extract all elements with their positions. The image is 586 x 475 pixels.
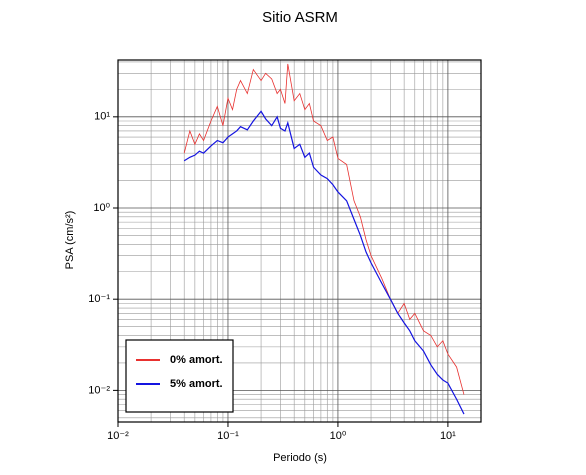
chart-title: Sitio ASRM	[262, 9, 338, 26]
legend-label: 5% amort.	[170, 378, 223, 390]
series-line	[183, 110, 465, 415]
x-tick-label: 10⁻²	[107, 430, 129, 442]
legend-box	[125, 339, 234, 413]
x-tick-label: 10¹	[440, 430, 456, 442]
y-axis-label: PSA (cm/s²)	[64, 211, 76, 270]
legend-label: 0% amort.	[170, 354, 223, 366]
plot-frame	[117, 59, 482, 423]
x-tick-label: 10⁰	[330, 430, 347, 442]
x-tick-label: 10⁻¹	[217, 430, 239, 442]
series-line	[183, 63, 465, 395]
y-tick-label: 10⁰	[93, 202, 110, 214]
y-tick-label: 10⁻²	[88, 384, 110, 396]
y-tick-label: 10¹	[94, 111, 110, 123]
x-axis-label: Periodo (s)	[273, 452, 327, 464]
y-tick-label: 10⁻¹	[88, 293, 110, 305]
